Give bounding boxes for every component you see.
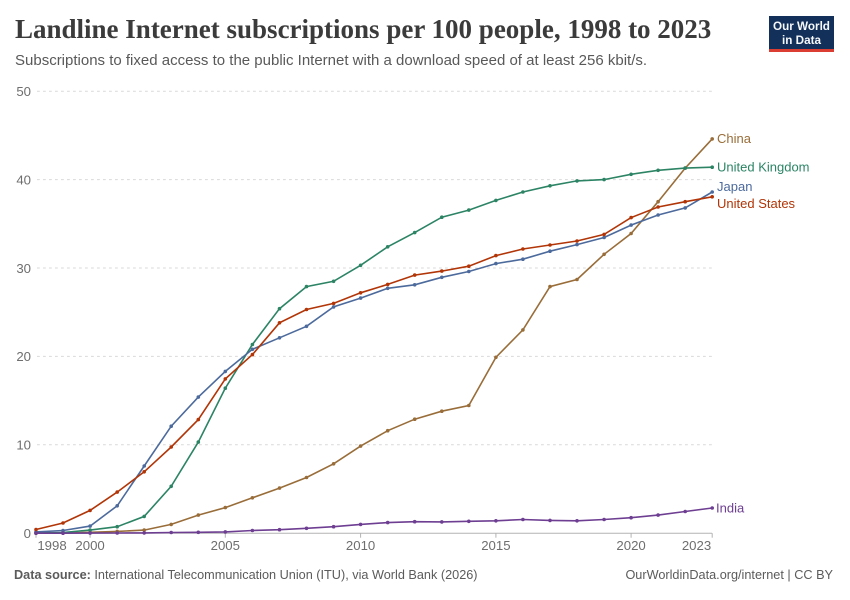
svg-text:20: 20 [16,349,31,364]
svg-text:50: 50 [16,84,31,99]
svg-text:2015: 2015 [481,538,510,553]
svg-text:United States: United States [717,196,796,211]
svg-text:2020: 2020 [616,538,645,553]
svg-text:India: India [716,501,745,516]
svg-text:10: 10 [16,438,31,453]
svg-text:China: China [717,131,752,146]
svg-text:United Kingdom: United Kingdom [717,160,810,175]
svg-text:0: 0 [24,526,31,541]
svg-text:2023: 2023 [682,538,711,553]
svg-text:1998: 1998 [37,538,66,553]
svg-text:2005: 2005 [211,538,240,553]
svg-text:Japan: Japan [717,179,752,194]
svg-text:2010: 2010 [346,538,375,553]
svg-text:2000: 2000 [75,538,104,553]
svg-text:40: 40 [16,172,31,187]
svg-text:30: 30 [16,261,31,276]
